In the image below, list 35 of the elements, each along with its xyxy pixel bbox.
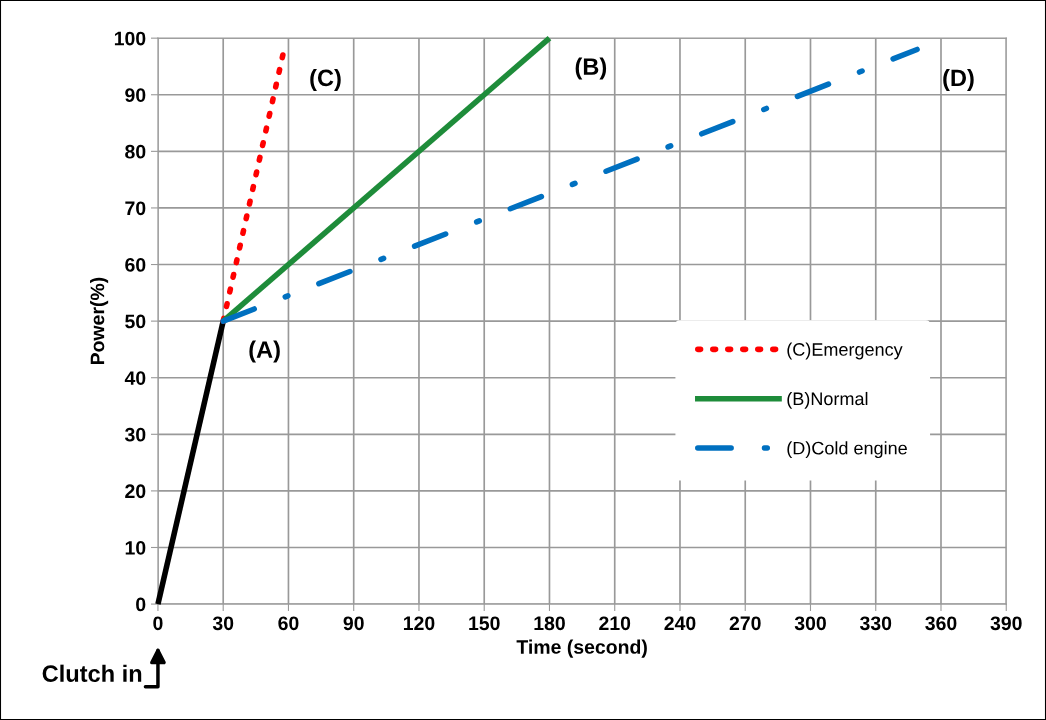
x-tick-label: 60 (278, 616, 299, 631)
y-tick-label: 30 (124, 427, 146, 442)
annotation: (D) (943, 68, 974, 91)
annotation: (C) (310, 68, 341, 91)
y-tick-label: 70 (125, 201, 146, 216)
annotation: (B) (575, 57, 607, 80)
x-tick-label: 150 (469, 616, 500, 631)
text: Clutch in (42, 664, 142, 682)
annotation: (A) (249, 340, 280, 363)
x-tick-label: 120 (403, 616, 435, 631)
y-tick-label: 100 (114, 31, 146, 46)
y-tick-label: 80 (125, 144, 146, 159)
legend-label: (C)Emergency (787, 342, 903, 360)
x-tick-label: 30 (212, 616, 234, 631)
x-tick-label: 210 (599, 616, 631, 631)
y-tick-label: 40 (124, 371, 146, 385)
x-tick-label: 330 (859, 616, 892, 631)
x-tick-label: 180 (534, 616, 565, 631)
y-tick-label: 60 (125, 258, 146, 272)
x-axis-title: Time (second) (516, 639, 647, 658)
x-tick-label: 300 (794, 616, 826, 631)
y-axis-title: Power(%) (90, 277, 109, 365)
y-tick-label: 0 (136, 597, 146, 612)
y-tick-label: 10 (125, 540, 146, 555)
y-tick-label: 50 (125, 314, 146, 329)
x-tick-label: 90 (343, 616, 364, 631)
legend-label: (D)Cold engine (787, 441, 907, 459)
y-tick-label: 90 (125, 88, 146, 102)
y-tick-label: 20 (125, 484, 146, 499)
x-tick-label: 0 (153, 616, 163, 631)
x-tick-label: 390 (990, 616, 1022, 631)
legend-label: (B)Normal (787, 391, 868, 409)
x-tick-label: 270 (729, 616, 761, 631)
x-tick-label: 360 (925, 616, 957, 631)
x-tick-label: 240 (664, 616, 696, 631)
